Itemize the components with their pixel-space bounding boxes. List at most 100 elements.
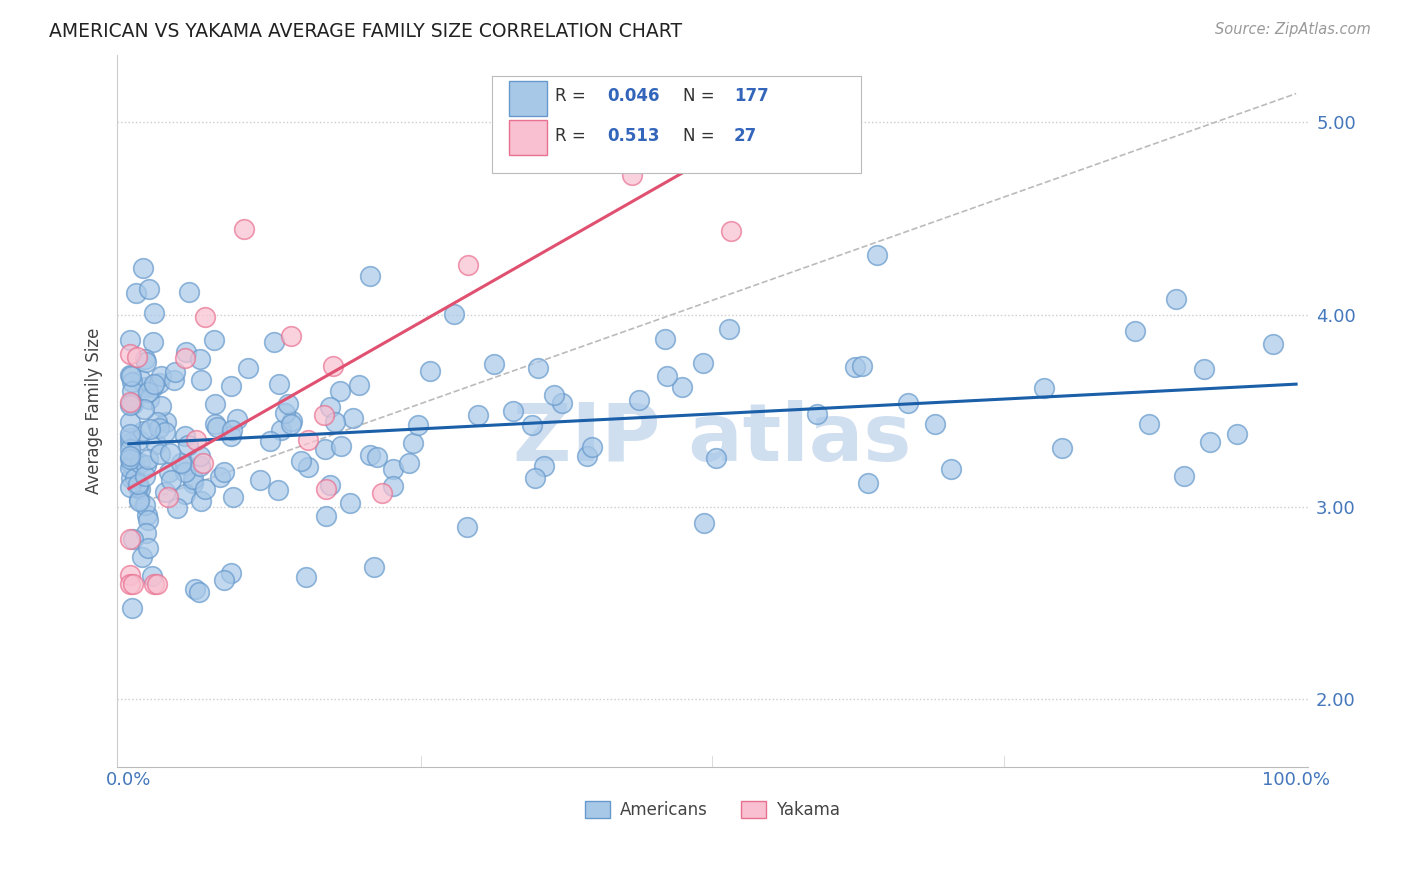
Point (120, 577, 142, 591)
Point (173, 486, 195, 500)
Point (118, 532, 141, 546)
Point (141, 569, 163, 583)
Point (770, 115, 793, 129)
Point (533, 458, 555, 473)
Point (135, 508, 157, 522)
Point (297, 460, 319, 475)
Point (129, 456, 152, 470)
Point (269, 376, 291, 391)
Point (146, 416, 169, 430)
Point (620, 168, 643, 182)
Point (238, 361, 260, 376)
Point (1226, 427, 1249, 442)
Point (132, 260, 155, 275)
Point (184, 582, 207, 596)
Point (502, 404, 524, 418)
Point (194, 483, 217, 497)
Point (120, 395, 142, 409)
Point (219, 566, 242, 580)
Point (131, 549, 153, 564)
Point (138, 392, 160, 406)
Point (897, 396, 920, 410)
Point (188, 450, 211, 464)
Point (143, 377, 166, 392)
Point (181, 476, 204, 491)
Point (122, 454, 145, 468)
Point (149, 399, 172, 413)
Point (1192, 362, 1215, 376)
Point (329, 384, 352, 399)
Point (381, 479, 404, 493)
Point (134, 352, 156, 367)
Point (166, 501, 188, 516)
Point (127, 480, 149, 494)
Point (456, 520, 478, 534)
Point (159, 473, 181, 487)
Point (484, 357, 506, 371)
Point (120, 435, 142, 450)
Point (153, 425, 176, 439)
Point (315, 483, 337, 497)
Point (692, 356, 714, 370)
Point (149, 369, 172, 384)
Point (263, 334, 285, 349)
Point (208, 470, 231, 484)
Text: Source: ZipAtlas.com: Source: ZipAtlas.com (1215, 22, 1371, 37)
Point (120, 396, 142, 410)
Point (188, 584, 211, 599)
Point (772, 96, 794, 111)
Point (118, 416, 141, 430)
Point (856, 475, 879, 490)
Point (174, 465, 197, 479)
Point (121, 601, 143, 615)
Point (177, 438, 200, 452)
Point (188, 458, 211, 473)
Point (233, 222, 256, 236)
Point (322, 359, 344, 373)
Point (522, 417, 544, 432)
Point (1125, 324, 1147, 338)
Point (118, 427, 141, 442)
Point (184, 434, 207, 448)
Point (173, 458, 195, 472)
Point (134, 468, 156, 483)
Point (174, 351, 197, 366)
Point (717, 322, 740, 336)
Point (118, 568, 141, 582)
Point (581, 441, 603, 455)
Point (118, 452, 141, 467)
Point (153, 485, 176, 500)
Point (219, 379, 242, 393)
Point (249, 474, 271, 488)
Point (190, 373, 212, 387)
Point (118, 479, 141, 493)
Point (564, 96, 586, 111)
Y-axis label: Average Family Size: Average Family Size (86, 327, 103, 494)
Point (1199, 434, 1222, 449)
Point (551, 396, 574, 410)
Point (142, 379, 165, 393)
Point (118, 442, 141, 456)
Point (575, 449, 598, 463)
Point (280, 417, 302, 431)
Point (159, 446, 181, 460)
Point (142, 577, 165, 591)
Point (122, 532, 145, 546)
Point (128, 433, 150, 447)
Point (122, 397, 145, 411)
Point (127, 477, 149, 491)
Point (188, 352, 211, 367)
Point (671, 380, 693, 394)
Point (174, 345, 197, 359)
Point (118, 450, 141, 464)
Point (202, 333, 225, 347)
Point (222, 491, 245, 505)
Point (319, 400, 342, 414)
Point (194, 310, 217, 324)
Point (136, 451, 159, 466)
FancyBboxPatch shape (492, 77, 862, 172)
Point (148, 376, 170, 390)
Point (143, 306, 166, 320)
Text: N =: N = (683, 87, 714, 105)
Point (132, 425, 155, 439)
